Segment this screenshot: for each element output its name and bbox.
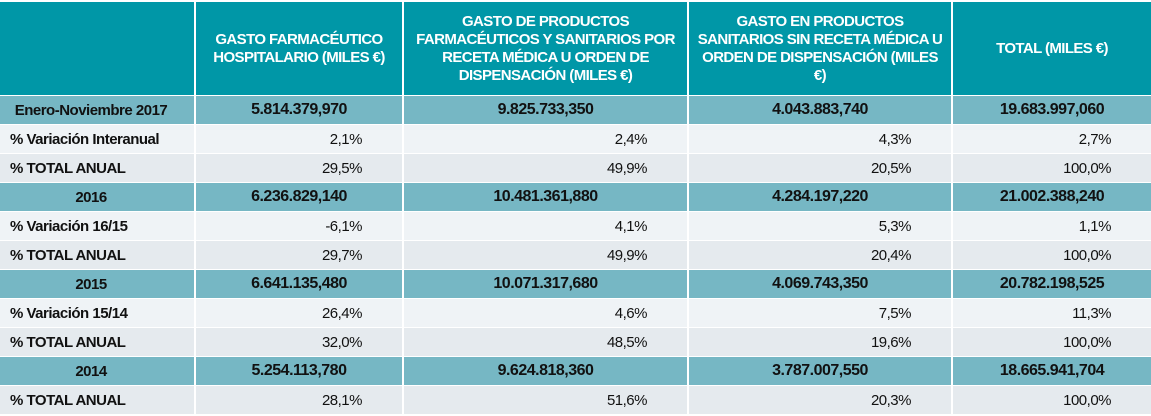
row-label: % Variación Interanual [0,124,195,154]
value-cell: 4,1% [402,211,688,241]
value-cell: 4,6% [402,298,688,328]
value-cell: 28,1% [194,385,403,414]
value-cell: -6,1% [194,211,403,241]
value-cell: 2,7% [951,124,1151,154]
header-prescription-spending: GASTO DE PRODUCTOS FARMACÉUTICOS Y SANIT… [402,0,688,96]
header-hospital-spending: GASTO FARMACÉUTICO HOSPITALARIO (MILES €… [194,0,403,96]
header-non-prescription-spending: GASTO EN PRODUCTOS SANITARIOS SIN RECETA… [687,0,952,96]
value-cell: 29,7% [194,240,403,270]
row-label: % TOTAL ANUAL [0,327,195,357]
value-cell: 6.236.829,140 [194,182,403,212]
value-cell: 1,1% [951,211,1151,241]
row-label: % Variación 16/15 [0,211,195,241]
value-cell: 19.683.997,060 [951,95,1151,125]
value-cell: 4.043.883,740 [687,95,952,125]
value-cell: 9.825.733,350 [402,95,688,125]
table-row: % TOTAL ANUAL 28,1% 51,6% 20,3% 100,0% [0,385,1151,414]
row-label: % TOTAL ANUAL [0,385,195,414]
row-label: % TOTAL ANUAL [0,153,195,183]
value-cell: 5.814.379,970 [194,95,403,125]
table-row: % TOTAL ANUAL 32,0% 48,5% 19,6% 100,0% [0,327,1151,357]
table-row: % Variación Interanual 2,1% 2,4% 4,3% 2,7% [0,124,1151,154]
value-cell: 49,9% [402,153,688,183]
value-cell: 5.254.113,780 [194,356,403,386]
table-row: % TOTAL ANUAL 29,5% 49,9% 20,5% 100,0% [0,153,1151,183]
value-cell: 10.481.361,880 [402,182,688,212]
value-cell: 48,5% [402,327,688,357]
value-cell: 20,3% [687,385,952,414]
value-cell: 51,6% [402,385,688,414]
value-cell: 2,1% [194,124,403,154]
value-cell: 7,5% [687,298,952,328]
value-cell: 19,6% [687,327,952,357]
value-cell: 20,4% [687,240,952,270]
value-cell: 4,3% [687,124,952,154]
value-cell: 20.782.198,525 [951,269,1151,299]
year-row: Enero-Noviembre 2017 5.814.379,970 9.825.7… [0,95,1151,125]
row-label: % Variación 15/14 [0,298,195,328]
row-label: % TOTAL ANUAL [0,240,195,270]
row-label: Enero-Noviembre 2017 [0,95,195,125]
table-row: % TOTAL ANUAL 29,7% 49,9% 20,4% 100,0% [0,240,1151,270]
value-cell: 10.071.317,680 [402,269,688,299]
value-cell: 3.787.007,550 [687,356,952,386]
table-row: % Variación 16/15 -6,1% 4,1% 5,3% 1,1% [0,211,1151,241]
value-cell: 32,0% [194,327,403,357]
value-cell: 49,9% [402,240,688,270]
value-cell: 11,3% [951,298,1151,328]
year-row: 2015 6.641.135,480 10.071.317,680 4.069.743… [0,269,1151,299]
header-row: GASTO FARMACÉUTICO HOSPITALARIO (MILES €… [0,0,1151,96]
value-cell: 100,0% [951,327,1151,357]
value-cell: 26,4% [194,298,403,328]
value-cell: 29,5% [194,153,403,183]
header-total: TOTAL (MILES €) [951,0,1151,96]
value-cell: 9.624.818,360 [402,356,688,386]
value-cell: 21.002.388,240 [951,182,1151,212]
year-row: 2014 5.254.113,780 9.624.818,360 3.787.007,… [0,356,1151,386]
value-cell: 2,4% [402,124,688,154]
value-cell: 100,0% [951,153,1151,183]
row-label: 2015 [0,269,195,299]
value-cell: 18.665.941,704 [951,356,1151,386]
value-cell: 100,0% [951,385,1151,414]
value-cell: 5,3% [687,211,952,241]
value-cell: 100,0% [951,240,1151,270]
table-row: % Variación 15/14 26,4% 4,6% 7,5% 11,3% [0,298,1151,328]
value-cell: 4.284.197,220 [687,182,952,212]
row-label: 2016 [0,182,195,212]
value-cell: 4.069.743,350 [687,269,952,299]
year-row: 2016 6.236.829,140 10.481.361,880 4.284.197… [0,182,1151,212]
corner-cell [0,0,195,96]
row-label: 2014 [0,356,195,386]
value-cell: 6.641.135,480 [194,269,403,299]
value-cell: 20,5% [687,153,952,183]
